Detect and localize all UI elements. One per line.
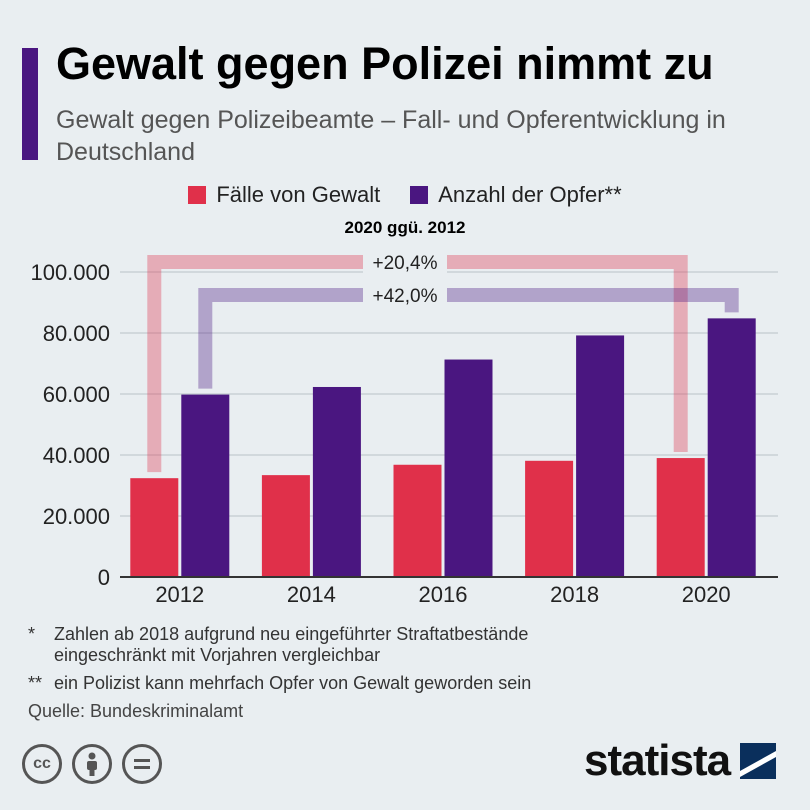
footnote-1-mark: *: [28, 624, 36, 644]
by-icon[interactable]: [72, 744, 112, 784]
legend-swatch-victims: [410, 186, 429, 204]
page-title: Gewalt gegen Polizei nimmt zu: [56, 38, 714, 89]
nd-icon[interactable]: [122, 744, 162, 784]
y-tick-label: 80.000: [43, 321, 110, 346]
comparison-label-cases: +20,4%: [373, 253, 438, 274]
bar-victims: [576, 335, 625, 577]
bar-chart: 0 20.000 40.000 60.000 80.000 100.000 2012 2014…: [30, 249, 778, 607]
footnote-2: ** ein Polizist kann mehrfach Opfer von G…: [28, 673, 531, 694]
bar-cases: [525, 460, 574, 577]
comparison-label-bg: [363, 249, 447, 275]
bar-cases: [261, 475, 310, 577]
statista-logo-icon: [740, 743, 777, 779]
x-tick-label: 2014: [287, 582, 336, 607]
footnote-2-text: ein Polizist kann mehrfach Opfer von Gew…: [54, 673, 532, 693]
bar-cases: [656, 458, 705, 577]
x-tick-label: 2012: [155, 582, 204, 607]
y-tick-label: 20.000: [43, 504, 110, 529]
page-subtitle: Gewalt gegen Polizeibeamte – Fall- und O…: [56, 106, 726, 166]
y-tick-label: 100.000: [30, 260, 110, 285]
y-tick-label: 0: [98, 565, 110, 590]
bar-victims: [444, 359, 493, 577]
legend-swatch-cases: [188, 186, 207, 204]
footnote-1: * Zahlen ab 2018 aufgrund neu eingeführte…: [28, 624, 528, 666]
bar-victims: [707, 318, 756, 577]
legend-item-victims: Anzahl der Opfer**: [410, 182, 622, 208]
bar-cases: [130, 478, 179, 577]
footnote-1-text-continued: eingeschränkt mit Vorjahren vergleichbar: [54, 645, 381, 665]
bar-cases: [393, 464, 442, 577]
comparison-label-victims: +42,0%: [373, 286, 438, 307]
statista-logo[interactable]: statista: [584, 736, 777, 786]
bar-victims: [181, 394, 230, 577]
footnote-1-text: Zahlen ab 2018 aufgrund neu eingeführter…: [54, 624, 529, 644]
comparison-label-bg: [363, 282, 447, 308]
title-accent-bar: [22, 48, 38, 160]
statista-logo-text: statista: [584, 736, 731, 785]
legend-label-cases: Fälle von Gewalt: [216, 182, 381, 207]
legend-item-cases: Fälle von Gewalt: [188, 182, 380, 208]
chart-legend: Fälle von Gewalt Anzahl der Opfer**: [0, 182, 810, 208]
footnote-2-mark: **: [28, 673, 43, 693]
x-tick-label: 2018: [550, 582, 599, 607]
source-note: Quelle: Bundeskriminalamt: [28, 701, 244, 721]
x-tick-label: 2020: [682, 582, 731, 607]
cc-icon[interactable]: cc: [22, 744, 62, 784]
comparison-title: 2020 ggü. 2012: [344, 218, 466, 237]
x-tick-label: 2016: [419, 582, 468, 607]
bar-victims: [312, 386, 361, 577]
comparison-bracket-victims: [198, 288, 739, 389]
y-tick-label: 40.000: [43, 443, 110, 468]
legend-label-victims: Anzahl der Opfer**: [438, 182, 622, 207]
y-tick-label: 60.000: [43, 382, 110, 407]
